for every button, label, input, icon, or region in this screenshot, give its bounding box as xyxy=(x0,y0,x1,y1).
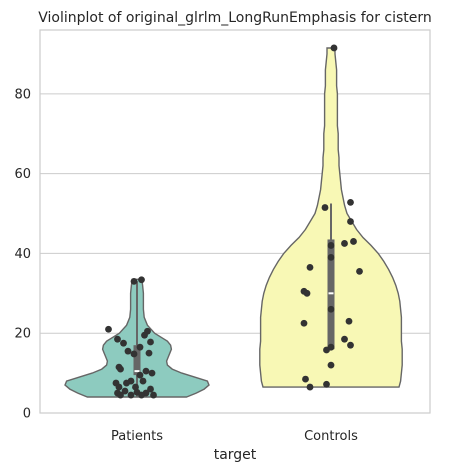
y-tick-label: 40 xyxy=(14,247,31,262)
x-tick-label: Patients xyxy=(111,429,163,444)
data-point xyxy=(138,276,145,284)
data-point xyxy=(347,198,354,206)
iqr-box-patients xyxy=(133,345,141,376)
data-point xyxy=(132,383,139,391)
data-point xyxy=(127,391,135,399)
data-point xyxy=(114,335,121,343)
data-point xyxy=(327,254,335,261)
data-point xyxy=(330,44,338,52)
data-point xyxy=(347,341,354,349)
data-point xyxy=(327,242,335,249)
data-point xyxy=(105,325,112,333)
data-point xyxy=(136,343,144,351)
data-point xyxy=(142,367,150,375)
median-marker-patients xyxy=(134,370,140,373)
y-tick-label: 80 xyxy=(14,87,31,102)
data-point xyxy=(323,380,330,388)
plot-frame xyxy=(39,29,431,414)
data-point xyxy=(115,383,123,391)
x-tick-labels: Patients Controls xyxy=(111,429,358,444)
x-axis-label: target xyxy=(214,447,257,463)
data-point xyxy=(321,204,329,211)
data-point xyxy=(141,331,148,339)
data-point xyxy=(130,277,138,285)
data-point xyxy=(300,319,308,327)
data-point xyxy=(139,377,147,385)
data-point xyxy=(306,383,314,391)
data-point xyxy=(350,238,357,245)
boxes xyxy=(133,203,335,398)
data-point xyxy=(120,339,127,347)
data-point xyxy=(121,387,129,395)
data-point xyxy=(124,347,132,355)
data-point xyxy=(341,335,348,343)
data-point xyxy=(302,375,309,383)
y-tick-label: 0 xyxy=(23,407,31,422)
data-point xyxy=(117,391,124,399)
x-tick-label: Controls xyxy=(304,429,358,444)
data-point xyxy=(138,391,145,399)
data-point xyxy=(147,338,154,346)
data-point xyxy=(136,371,144,379)
data-point xyxy=(123,379,130,387)
data-point xyxy=(150,391,157,399)
data-point xyxy=(327,305,335,313)
data-point xyxy=(148,369,156,377)
data-point xyxy=(145,349,153,357)
data-point xyxy=(347,218,354,225)
chart-title: Violinplot of original_glrlm_LongRunEmph… xyxy=(38,10,432,26)
strip-points xyxy=(105,44,363,399)
data-point xyxy=(306,263,314,271)
data-point xyxy=(303,289,311,297)
data-point xyxy=(130,350,138,358)
data-point xyxy=(323,346,330,354)
y-tick-label: 60 xyxy=(14,167,31,182)
data-point xyxy=(345,317,353,325)
data-point xyxy=(117,365,124,373)
median-marker-controls xyxy=(328,292,334,295)
data-point xyxy=(341,240,348,247)
data-point xyxy=(356,267,363,275)
y-tick-labels: 0 20 40 60 80 xyxy=(14,87,31,421)
y-tick-label: 20 xyxy=(14,327,31,342)
data-point xyxy=(147,385,154,393)
data-point xyxy=(327,361,335,369)
